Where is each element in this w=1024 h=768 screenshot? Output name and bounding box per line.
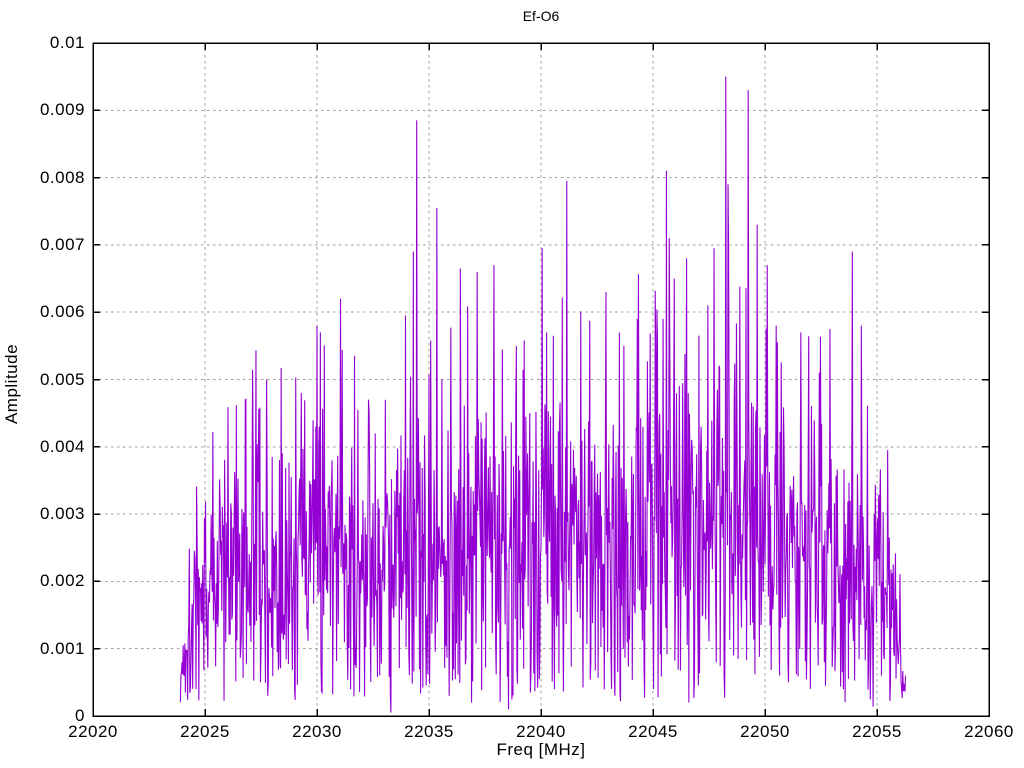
x-tick-label: 22045 bbox=[628, 722, 678, 741]
x-tick-label: 22030 bbox=[292, 722, 342, 741]
x-tick-label: 22050 bbox=[740, 722, 790, 741]
y-tick-label: 0.007 bbox=[39, 234, 85, 254]
x-tick-label: 22025 bbox=[180, 722, 230, 741]
chart-title: Ef-O6 bbox=[522, 8, 560, 24]
x-tick-label: 22055 bbox=[852, 722, 902, 741]
y-tick-label: 0.009 bbox=[39, 100, 85, 120]
x-tick-label: 22060 bbox=[964, 722, 1014, 741]
y-tick-label: 0.002 bbox=[39, 571, 85, 591]
y-tick-label: 0.001 bbox=[39, 638, 85, 658]
y-tick-label: 0.003 bbox=[39, 504, 85, 524]
y-tick-label: 0.005 bbox=[39, 369, 85, 389]
y-tick-label: 0.004 bbox=[39, 436, 85, 456]
y-tick-label: 0.006 bbox=[39, 302, 85, 322]
y-tick-label: 0 bbox=[75, 706, 85, 725]
y-tick-label: 0.008 bbox=[39, 167, 85, 187]
y-tick-label: 0.01 bbox=[49, 33, 85, 52]
x-axis-label: Freq [MHz] bbox=[496, 740, 586, 759]
x-tick-label: 22020 bbox=[68, 722, 118, 741]
x-tick-label: 22040 bbox=[516, 722, 566, 741]
spectrum-trace bbox=[179, 76, 907, 713]
x-tick-label: 22035 bbox=[404, 722, 454, 741]
